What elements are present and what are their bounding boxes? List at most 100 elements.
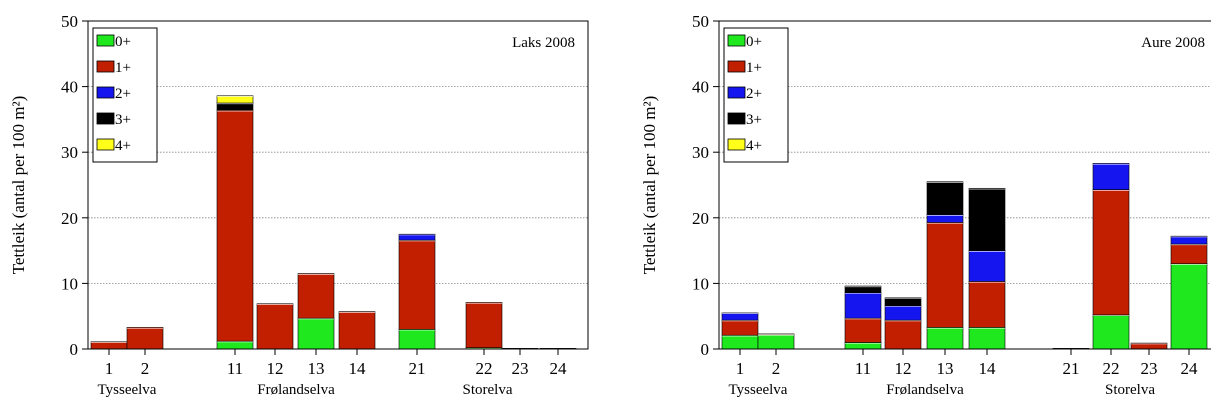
legend-label: 1+ xyxy=(115,60,131,76)
x-tick-label: 13 xyxy=(308,359,325,378)
bar-segment-13-0plus xyxy=(926,327,964,350)
group-label: Frølandselva xyxy=(886,382,964,398)
bar-segment-12-1plus xyxy=(884,319,922,350)
bar-segment-14-0plus xyxy=(968,327,1006,350)
y-tick-label: 0 xyxy=(701,340,710,359)
bar-segment-14-3plus xyxy=(968,187,1006,251)
x-tick-label: 2 xyxy=(141,359,150,378)
x-tick-label: 12 xyxy=(267,359,284,378)
legend-swatch xyxy=(727,112,746,125)
bar-segment-22-1plus xyxy=(465,302,503,348)
bar-segment-2-0plus xyxy=(757,334,795,350)
bar-segment-13-1plus xyxy=(297,273,335,319)
bar-segment-2-1plus xyxy=(126,327,164,350)
bar-segment-11-4plus xyxy=(216,95,254,104)
y-tick-label: 30 xyxy=(61,143,78,162)
legend-swatch xyxy=(96,138,115,151)
y-tick-label: 40 xyxy=(61,78,78,97)
bar-segment-11-0plus xyxy=(216,340,254,350)
bar-segment-22-0plus xyxy=(1092,314,1130,350)
bar-segment-21-2plus xyxy=(398,233,436,241)
chart-annotation: Aure 2008 xyxy=(1141,35,1205,51)
legend-label: 0+ xyxy=(115,34,131,50)
group-label: Tysseelva xyxy=(98,382,157,398)
x-tick-label: 13 xyxy=(937,359,954,378)
legend-swatch xyxy=(96,112,115,125)
x-tick-label: 23 xyxy=(512,359,529,378)
bar-segment-13-1plus xyxy=(926,222,964,328)
bar-segment-11-3plus xyxy=(844,285,882,293)
plot-frame xyxy=(718,20,1211,350)
bar-segment-11-2plus xyxy=(844,292,882,319)
y-tick-label: 0 xyxy=(70,340,79,359)
legend-label: 2+ xyxy=(115,86,131,102)
y-tick-label: 40 xyxy=(692,78,709,97)
bar-segment-24-0plus xyxy=(1170,263,1208,350)
y-axis-label: Tettleik (antal per 100 m²) xyxy=(640,96,659,275)
legend-swatch xyxy=(96,86,115,99)
bar-segment-14-1plus xyxy=(968,281,1006,328)
bar-segment-22-2plus xyxy=(1092,163,1130,190)
y-tick-label: 50 xyxy=(692,12,709,31)
bar-segment-22-1plus xyxy=(1092,189,1130,316)
y-axis-label: Tettleik (antal per 100 m²) xyxy=(9,96,28,275)
bar-segment-1-1plus xyxy=(721,319,759,336)
x-tick-label: 12 xyxy=(895,359,912,378)
x-tick-label: 1 xyxy=(105,359,114,378)
x-tick-label: 11 xyxy=(227,359,243,378)
legend-label: 4+ xyxy=(746,138,762,154)
x-tick-label: 1 xyxy=(736,359,745,378)
legend-label: 3+ xyxy=(115,112,131,128)
bar-segment-13-3plus xyxy=(926,181,964,215)
legend-swatch xyxy=(96,34,115,47)
bar-segment-11-1plus xyxy=(216,109,254,342)
bar-segment-12-1plus xyxy=(256,303,294,350)
y-tick-label: 10 xyxy=(692,274,709,293)
y-tick-label: 30 xyxy=(692,143,709,162)
group-label: Storelva xyxy=(463,382,513,398)
bar-segment-12-3plus xyxy=(884,297,922,307)
bar-segment-11-1plus xyxy=(844,317,882,343)
legend-label: 3+ xyxy=(746,112,762,128)
bar-segment-1-0plus xyxy=(721,334,759,350)
group-label: Tysseelva xyxy=(729,382,788,398)
bar-segment-12-2plus xyxy=(884,305,922,321)
legend-swatch xyxy=(727,34,746,47)
legend-label: 1+ xyxy=(746,60,762,76)
legend-swatch xyxy=(727,60,746,73)
bar-segment-1-2plus xyxy=(721,312,759,321)
bar-segment-13-0plus xyxy=(297,317,335,350)
x-tick-label: 22 xyxy=(476,359,493,378)
x-tick-label: 24 xyxy=(550,359,568,378)
x-tick-label: 21 xyxy=(1063,359,1080,378)
y-tick-label: 50 xyxy=(61,12,78,31)
bar-segment-14-1plus xyxy=(338,311,376,350)
legend-swatch xyxy=(96,60,115,73)
legend-swatch xyxy=(727,138,746,151)
x-tick-label: 2 xyxy=(772,359,781,378)
x-tick-label: 22 xyxy=(1103,359,1120,378)
legend-label: 2+ xyxy=(746,86,762,102)
legend-label: 4+ xyxy=(115,138,131,154)
bar-segment-24-2plus xyxy=(1170,235,1208,245)
x-tick-label: 14 xyxy=(349,359,367,378)
bar-segment-21-0plus xyxy=(398,329,436,350)
plot-frame xyxy=(87,20,589,350)
x-tick-label: 23 xyxy=(1141,359,1158,378)
x-tick-label: 11 xyxy=(855,359,871,378)
group-label: Storelva xyxy=(1105,382,1155,398)
y-tick-label: 20 xyxy=(692,209,709,228)
bar-segment-24-1plus xyxy=(1170,243,1208,265)
x-tick-label: 21 xyxy=(409,359,426,378)
legend-label: 0+ xyxy=(746,34,762,50)
x-tick-label: 24 xyxy=(1181,359,1199,378)
y-tick-label: 10 xyxy=(61,274,78,293)
bar-segment-13-2plus xyxy=(926,214,964,223)
bar-segment-14-2plus xyxy=(968,250,1006,282)
chart-annotation: Laks 2008 xyxy=(512,35,575,51)
y-tick-label: 20 xyxy=(61,209,78,228)
group-label: Frølandselva xyxy=(257,382,335,398)
bar-segment-21-1plus xyxy=(398,239,436,330)
